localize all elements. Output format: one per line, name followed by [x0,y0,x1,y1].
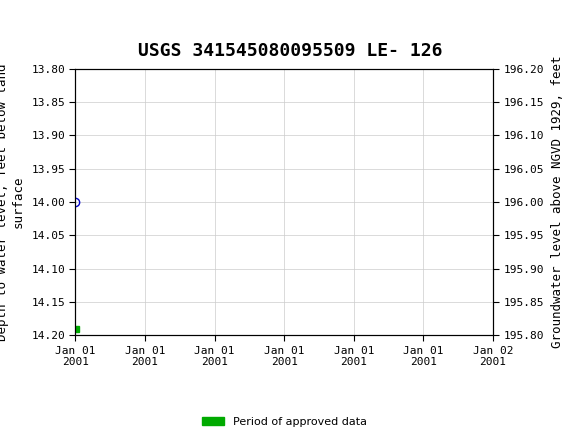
Y-axis label: Groundwater level above NGVD 1929, feet: Groundwater level above NGVD 1929, feet [551,56,564,348]
Text: USGS 341545080095509 LE- 126: USGS 341545080095509 LE- 126 [138,42,442,60]
Text: ≡USGS: ≡USGS [17,16,104,36]
Legend: Period of approved data: Period of approved data [197,412,371,430]
Y-axis label: Depth to water level, feet below land
surface: Depth to water level, feet below land su… [0,63,24,341]
